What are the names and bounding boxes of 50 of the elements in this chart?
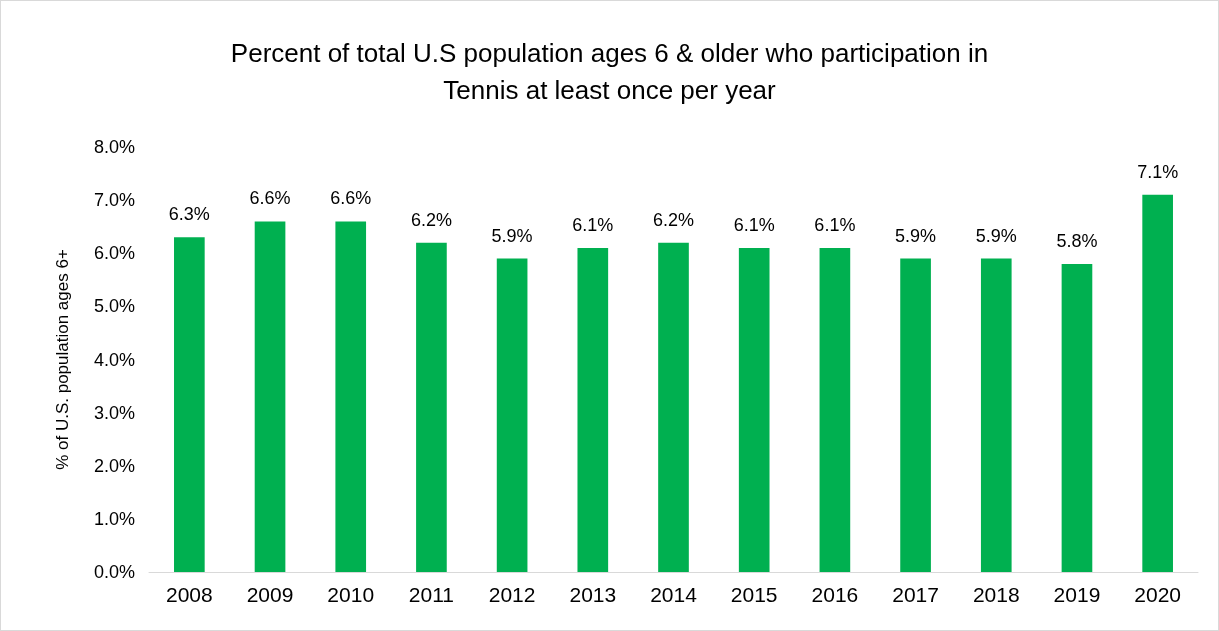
- y-tick-label: 4.0%: [93, 349, 135, 370]
- x-tick-label: 2020: [1134, 583, 1182, 606]
- y-tick-label: 1.0%: [93, 508, 135, 529]
- x-tick-label: 2015: [730, 583, 778, 606]
- y-tick-label: 8.0%: [93, 137, 135, 157]
- bar: [980, 258, 1012, 572]
- x-tick-label: 2010: [327, 583, 375, 606]
- data-label: 6.6%: [330, 188, 372, 209]
- bar: [900, 258, 931, 572]
- data-label: 6.1%: [733, 214, 775, 235]
- data-label: 5.9%: [975, 225, 1017, 246]
- data-label: 6.2%: [410, 209, 452, 230]
- data-label: 7.1%: [1137, 161, 1179, 182]
- y-tick-label: 2.0%: [93, 455, 135, 476]
- y-tick-label: 5.0%: [93, 296, 135, 317]
- bar: [819, 247, 851, 572]
- bar: [1061, 263, 1093, 572]
- bar: [738, 247, 770, 572]
- y-tick-label: 6.0%: [93, 243, 135, 264]
- data-label: 6.1%: [814, 214, 856, 235]
- data-label: 6.1%: [572, 214, 614, 235]
- x-tick-label: 2011: [408, 583, 455, 606]
- data-label: 6.2%: [652, 209, 695, 230]
- chart-title: Percent of total U.S population ages 6 & older who participation in Tennis at least once per year: [230, 37, 989, 105]
- y-tick-label: 3.0%: [93, 402, 135, 423]
- data-label: 6.6%: [249, 188, 291, 209]
- data-label: 5.9%: [491, 225, 533, 246]
- data-label: 6.3%: [168, 204, 210, 225]
- x-tick-label: 2009: [246, 583, 294, 606]
- bar: [174, 237, 205, 572]
- y-tick-label: 0.0%: [93, 562, 135, 582]
- bar: [1142, 194, 1173, 572]
- y-axis-title: % of U.S. population ages 6+: [53, 249, 72, 470]
- bar: [416, 242, 447, 572]
- x-tick-label: 2019: [1053, 583, 1101, 606]
- bar: [335, 221, 367, 572]
- y-tick-label: 7.0%: [93, 190, 135, 211]
- x-tick-label: 2016: [811, 583, 859, 606]
- x-tick-label: 2017: [892, 583, 939, 606]
- x-tick-label: 2013: [569, 583, 617, 606]
- x-tick-label: 2008: [165, 583, 213, 606]
- bar: [577, 247, 609, 572]
- data-label: 5.9%: [895, 225, 937, 246]
- bar: [254, 221, 286, 572]
- bar: [658, 242, 689, 572]
- x-tick-label: 2014: [650, 583, 698, 606]
- x-tick-label: 2012: [488, 583, 536, 606]
- bar: [496, 258, 528, 572]
- data-label: 5.8%: [1056, 230, 1098, 251]
- x-tick-label: 2018: [972, 583, 1020, 606]
